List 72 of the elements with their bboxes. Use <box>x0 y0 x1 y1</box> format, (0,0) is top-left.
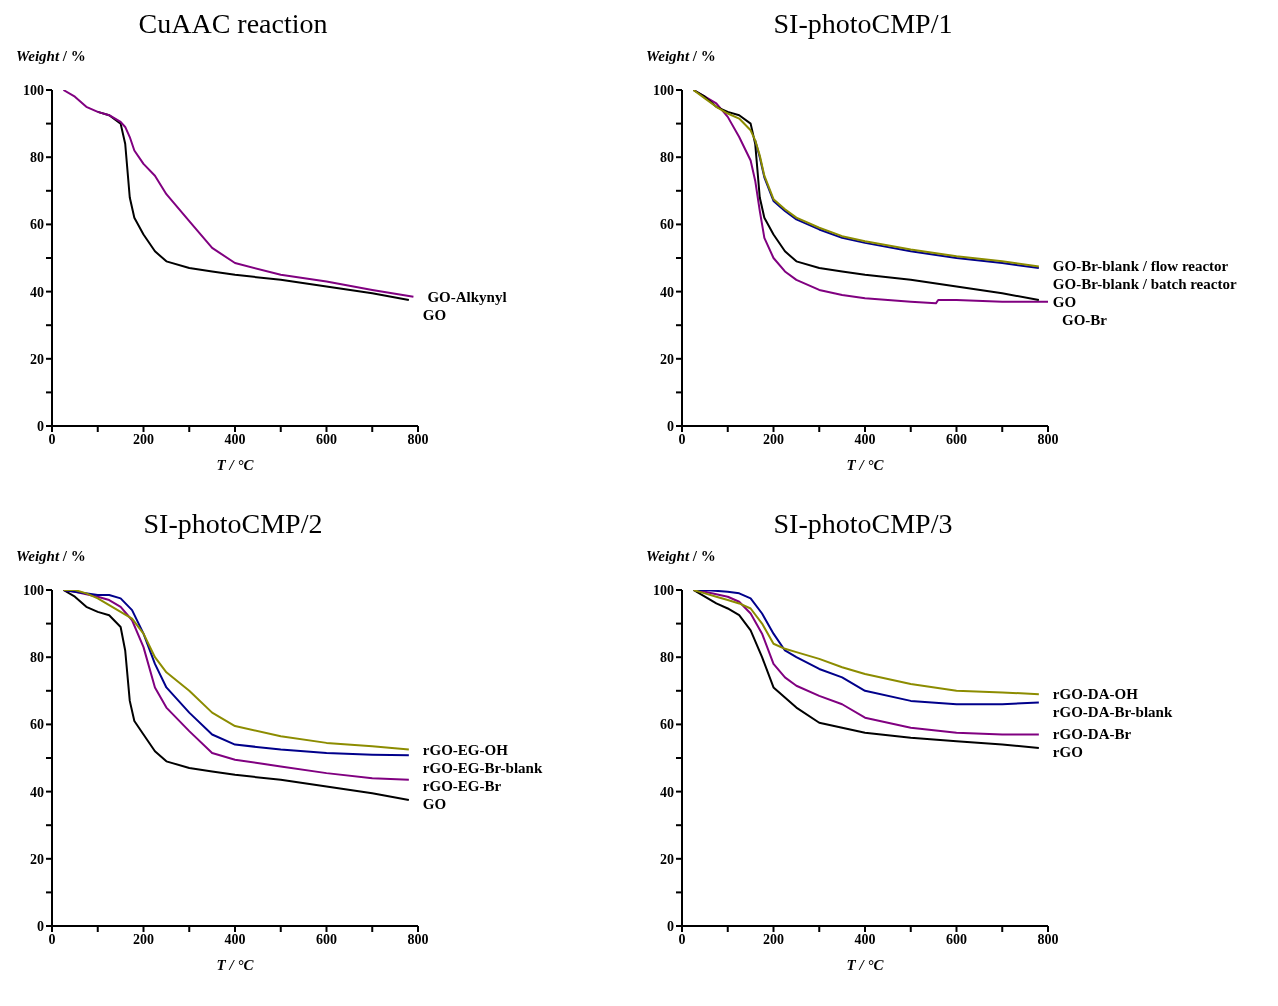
y-tick-label: 100 <box>23 82 44 98</box>
y-tick-label: 20 <box>660 351 674 367</box>
y-tick-label: 60 <box>30 217 44 233</box>
y-tick-label: 40 <box>660 284 674 300</box>
y-tick-label: 0 <box>37 918 44 934</box>
series-label: GO-Br <box>1062 311 1107 330</box>
x-axis-title: T / °C <box>216 957 255 973</box>
y-axis-title: Weight / % <box>646 48 716 64</box>
series-label: GO-Alkynyl <box>427 287 507 306</box>
y-tick-label: 0 <box>667 418 674 434</box>
x-tick-label: 200 <box>133 431 154 447</box>
x-tick-label: 400 <box>854 931 876 947</box>
x-tick-label: 0 <box>48 931 56 947</box>
x-tick-label: 600 <box>946 431 967 447</box>
x-tick-label: 400 <box>224 931 246 947</box>
x-tick-label: 600 <box>316 431 337 447</box>
y-tick-label: 40 <box>660 784 674 800</box>
y-tick-label: 0 <box>37 418 44 434</box>
chart-title: SI-photoCMP/1 <box>772 8 954 41</box>
series-label: GO <box>422 794 447 813</box>
series-label: rGO-DA-Br-blank <box>1052 703 1173 722</box>
x-tick-label: 600 <box>946 931 967 947</box>
y-tick-label: 80 <box>30 150 44 166</box>
y-tick-label: 80 <box>30 650 44 666</box>
line-series <box>62 90 415 298</box>
y-tick-label: 80 <box>660 150 674 166</box>
series-label: rGO-EG-OH <box>422 740 508 759</box>
x-axis-title: T / °C <box>216 457 255 473</box>
y-axis-title: Weight / % <box>646 548 716 564</box>
y-tick-label: 60 <box>30 717 44 733</box>
y-tick-label: 20 <box>30 851 44 867</box>
x-tick-label: 400 <box>854 431 876 447</box>
x-tick-label: 800 <box>1037 931 1059 947</box>
series-label: GO <box>1052 293 1077 312</box>
x-tick-label: 800 <box>407 931 429 947</box>
series-label: rGO-EG-Br <box>422 776 502 795</box>
y-tick-label: 20 <box>30 351 44 367</box>
y-tick-label: 40 <box>30 284 44 300</box>
x-tick-label: 200 <box>763 931 784 947</box>
chart-title: CuAAC reaction <box>137 8 329 41</box>
chart-title: SI-photoCMP/3 <box>772 508 954 541</box>
line-series <box>692 90 1040 268</box>
series-label: rGO-DA-Br <box>1052 725 1132 744</box>
y-tick-label: 100 <box>23 582 44 598</box>
x-axis-title: T / °C <box>846 457 885 473</box>
x-tick-label: 800 <box>407 431 429 447</box>
x-axis-title: T / °C <box>846 957 885 973</box>
series-label: rGO-EG-Br-blank <box>422 758 543 777</box>
y-tick-label: 80 <box>660 650 674 666</box>
y-axis-title: Weight / % <box>16 48 86 64</box>
series-label: GO <box>422 305 447 324</box>
y-tick-label: 100 <box>653 82 674 98</box>
series-label: GO-Br-blank / batch reactor <box>1052 275 1237 294</box>
x-tick-label: 0 <box>678 931 686 947</box>
y-tick-label: 40 <box>30 784 44 800</box>
y-tick-label: 0 <box>667 918 674 934</box>
x-tick-label: 200 <box>763 431 784 447</box>
y-tick-label: 60 <box>660 717 674 733</box>
series-label: rGO-DA-OH <box>1052 685 1138 704</box>
x-tick-label: 0 <box>48 431 56 447</box>
x-tick-label: 800 <box>1037 431 1059 447</box>
x-tick-label: 0 <box>678 431 686 447</box>
series-label: GO-Br-blank / flow reactor <box>1052 257 1229 276</box>
series-label: rGO <box>1052 743 1083 762</box>
y-tick-label: 20 <box>660 851 674 867</box>
x-tick-label: 600 <box>316 931 337 947</box>
x-tick-label: 400 <box>224 431 246 447</box>
y-tick-label: 100 <box>653 582 674 598</box>
y-axis-title: Weight / % <box>16 548 86 564</box>
chart-title: SI-photoCMP/2 <box>142 508 324 541</box>
x-tick-label: 200 <box>133 931 154 947</box>
y-tick-label: 60 <box>660 217 674 233</box>
